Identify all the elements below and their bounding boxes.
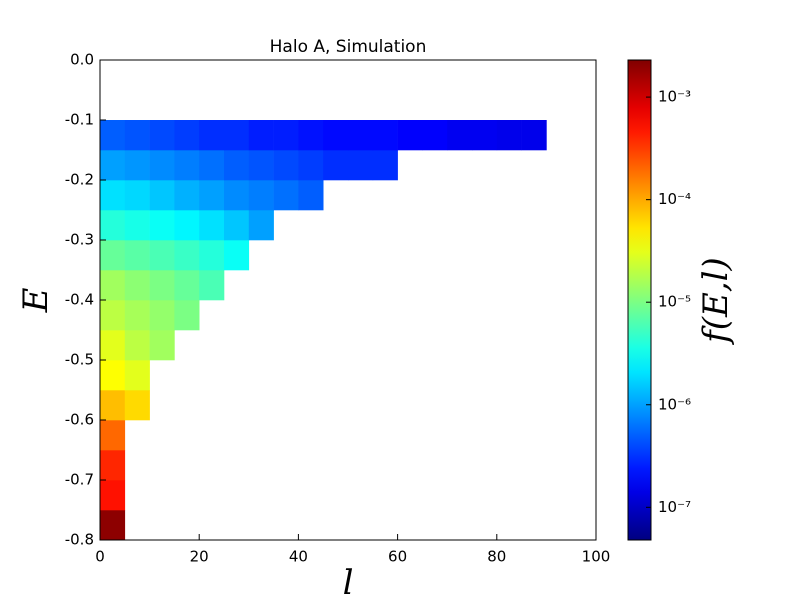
heatmap-cell	[422, 120, 448, 151]
heatmap-cell	[199, 240, 225, 271]
x-tick-label: 60	[388, 548, 407, 566]
colorbar-label: f(E,l)	[696, 257, 736, 346]
heatmap-cell	[124, 300, 150, 331]
heatmap-cell	[224, 210, 250, 241]
heatmap-cell	[323, 120, 349, 151]
colorbar-tick-label: 10⁻⁷	[658, 498, 691, 516]
heatmap-cell	[273, 180, 299, 211]
colorbar-tick-label: 10⁻⁶	[658, 395, 691, 413]
heatmap-cell	[248, 150, 274, 181]
heatmap-cell	[199, 210, 225, 241]
heatmap-cell	[100, 180, 126, 211]
heatmap-cell	[100, 390, 126, 421]
heatmap-cell	[199, 180, 225, 211]
heatmap-cell	[298, 120, 324, 151]
heatmap-cell	[100, 150, 126, 181]
heatmap-cell	[124, 240, 150, 271]
heatmap-cell	[323, 150, 349, 181]
chart-title: Halo A, Simulation	[270, 37, 427, 57]
heatmap-cell	[248, 210, 274, 241]
heatmap-cell	[100, 480, 126, 511]
heatmap-cell	[124, 150, 150, 181]
heatmap-cell	[273, 150, 299, 181]
heatmap-cell	[224, 180, 250, 211]
heatmap-cell	[199, 270, 225, 301]
heatmap-cell	[100, 300, 126, 331]
heatmap-cell	[124, 360, 150, 391]
colorbar-tick-label: 10⁻⁴	[658, 190, 691, 208]
heatmap-cell	[149, 210, 175, 241]
heatmap-cell	[472, 120, 498, 151]
heatmap-cell	[100, 240, 126, 271]
heatmap-cell	[273, 120, 299, 151]
heatmap-cell	[174, 180, 200, 211]
heatmap-cell	[372, 150, 398, 181]
heatmap-cell	[174, 210, 200, 241]
heatmap-cell	[124, 270, 150, 301]
heatmap-cell	[174, 150, 200, 181]
x-tick-label: 80	[487, 548, 506, 566]
heatmap-cell	[199, 150, 225, 181]
heatmap-cell	[199, 120, 225, 151]
heatmap-cell	[224, 120, 250, 151]
y-tick-label: -0.5	[65, 351, 94, 369]
heatmap-cell	[224, 150, 250, 181]
x-tick-label: 100	[582, 548, 611, 566]
heatmap-cell	[298, 150, 324, 181]
heatmap-cell	[174, 270, 200, 301]
heatmap-cell	[248, 180, 274, 211]
heatmap-cell	[124, 390, 150, 421]
heatmap-cell	[124, 210, 150, 241]
x-tick-label: 0	[95, 548, 105, 566]
heatmap-cell	[298, 180, 324, 211]
heatmap-cell	[100, 450, 126, 481]
colorbar	[627, 59, 652, 541]
y-tick-label: -0.1	[65, 111, 94, 129]
heatmap-cell	[496, 120, 522, 151]
y-tick-label: -0.8	[65, 531, 94, 549]
heatmap-cell	[100, 510, 126, 541]
heatmap-cell	[100, 270, 126, 301]
x-tick-label: 20	[190, 548, 209, 566]
heatmap-cell	[248, 120, 274, 151]
y-axis-label: E	[16, 287, 56, 313]
y-tick-label: -0.4	[65, 291, 94, 309]
heatmap-cell	[149, 270, 175, 301]
colorbar-tick-label: 10⁻³	[658, 88, 691, 106]
heatmap-cell	[149, 330, 175, 361]
heatmap-cell	[174, 300, 200, 331]
heatmap-cell	[348, 120, 374, 151]
y-tick-label: -0.7	[65, 471, 94, 489]
heatmap-cell	[149, 120, 175, 151]
heatmap-cell	[124, 120, 150, 151]
heatmap-cell	[521, 120, 547, 151]
heatmap-cell	[149, 150, 175, 181]
y-tick-label: -0.2	[65, 171, 94, 189]
heatmap-cell	[174, 240, 200, 271]
heatmap-cell	[100, 330, 126, 361]
x-axis-label: l	[343, 563, 354, 600]
y-tick-label: 0.0	[70, 51, 94, 69]
heatmap-cell	[149, 300, 175, 331]
heatmap-cell	[447, 120, 473, 151]
heatmap-cell	[372, 120, 398, 151]
heatmap-cell	[100, 210, 126, 241]
heatmap-cell	[174, 120, 200, 151]
heatmap-cell	[100, 120, 126, 151]
y-tick-label: -0.6	[65, 411, 94, 429]
heatmap-cell	[124, 180, 150, 211]
heatmap-cell	[100, 360, 126, 391]
x-tick-label: 40	[289, 548, 308, 566]
heatmap-cell	[149, 240, 175, 271]
colorbar-tick-label: 10⁻⁵	[658, 293, 691, 311]
heatmap-cell	[124, 330, 150, 361]
y-tick-label: -0.3	[65, 231, 94, 249]
heatmap-cell	[348, 150, 374, 181]
heatmap-cell	[149, 180, 175, 211]
heatmap-cell	[100, 420, 126, 451]
heatmap-cell	[224, 240, 250, 271]
heatmap-cell	[397, 120, 423, 151]
